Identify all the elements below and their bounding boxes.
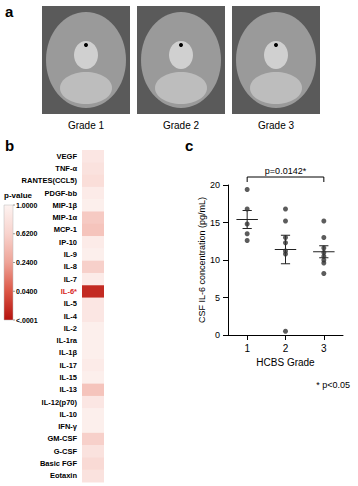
- svg-text:IL-9: IL-9: [64, 250, 77, 259]
- svg-text:0.6200: 0.6200: [16, 230, 38, 237]
- svg-text:0.0400: 0.0400: [16, 288, 38, 295]
- svg-text:IFN-γ: IFN-γ: [58, 422, 78, 431]
- svg-text:IL-13: IL-13: [59, 385, 77, 394]
- svg-text:0: 0: [215, 330, 220, 340]
- svg-text:IL-1β: IL-1β: [59, 348, 77, 357]
- svg-text:MIP-1β: MIP-1β: [52, 201, 77, 210]
- svg-text:PDGF-bb: PDGF-bb: [45, 189, 78, 198]
- svg-text:c: c: [185, 137, 193, 154]
- svg-text:IL-17: IL-17: [59, 361, 77, 370]
- svg-text:1: 1: [244, 343, 250, 354]
- svg-text:3: 3: [321, 343, 327, 354]
- svg-text:GM-CSF: GM-CSF: [47, 434, 77, 443]
- svg-text:IL-7: IL-7: [64, 275, 77, 284]
- svg-text:IL-15: IL-15: [59, 373, 77, 382]
- svg-text:1.0000: 1.0000: [16, 202, 38, 209]
- svg-text:* p<0.05: * p<0.05: [316, 380, 350, 390]
- svg-text:G-CSF: G-CSF: [54, 447, 78, 456]
- svg-text:IL-6*: IL-6*: [61, 287, 77, 296]
- svg-text:<.0001: <.0001: [16, 317, 38, 324]
- svg-text:IL-5: IL-5: [64, 299, 77, 308]
- svg-text:IP-10: IP-10: [59, 238, 77, 247]
- svg-text:MIP-1α: MIP-1α: [52, 213, 77, 222]
- svg-text:Grade 2: Grade 2: [163, 120, 200, 131]
- svg-text:Basic FGF: Basic FGF: [40, 459, 78, 468]
- svg-text:Grade 1: Grade 1: [68, 120, 105, 131]
- svg-text:10: 10: [210, 255, 220, 265]
- svg-text:IL-12(p70): IL-12(p70): [42, 398, 78, 407]
- svg-text:IL-1ra: IL-1ra: [57, 336, 78, 345]
- svg-text:Grade 3: Grade 3: [258, 120, 295, 131]
- svg-text:MCP-1: MCP-1: [54, 225, 77, 234]
- svg-text:IL-8: IL-8: [64, 262, 77, 271]
- svg-text:2: 2: [283, 343, 289, 354]
- svg-text:HCBS Grade: HCBS Grade: [256, 357, 315, 368]
- svg-text:20: 20: [210, 180, 220, 190]
- svg-text:p=0.0142*: p=0.0142*: [265, 166, 307, 176]
- svg-text:0.2400: 0.2400: [16, 259, 38, 266]
- svg-text:b: b: [5, 137, 14, 154]
- svg-text:VEGF: VEGF: [57, 152, 78, 161]
- svg-text:IL-4: IL-4: [64, 312, 78, 321]
- svg-text:15: 15: [210, 218, 220, 228]
- svg-text:IL-2: IL-2: [64, 324, 77, 333]
- svg-text:IL-10: IL-10: [59, 410, 77, 419]
- svg-text:TNF-α: TNF-α: [55, 164, 77, 173]
- svg-text:CSF IL-6 concentration (pg/mL): CSF IL-6 concentration (pg/mL): [197, 197, 207, 323]
- svg-text:Eotaxin: Eotaxin: [50, 471, 78, 480]
- svg-text:a: a: [5, 3, 14, 20]
- svg-text:RANTES(CCL5): RANTES(CCL5): [22, 176, 78, 185]
- svg-text:p-value: p-value: [4, 191, 33, 200]
- svg-text:5: 5: [215, 293, 220, 303]
